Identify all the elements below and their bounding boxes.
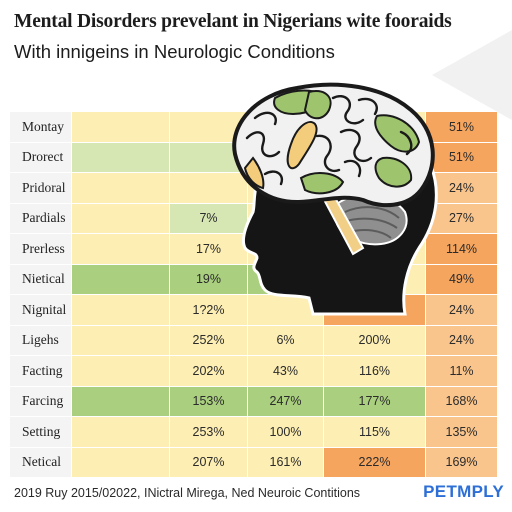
table-cell: 51% xyxy=(426,142,498,172)
table-cell: 115% xyxy=(324,417,426,447)
table-cell xyxy=(72,356,170,386)
table-cell: 153% xyxy=(170,386,248,416)
head-silhouette-brain-icon xyxy=(232,82,438,316)
table-cell xyxy=(72,325,170,355)
table-cell: 200% xyxy=(324,325,426,355)
table-cell xyxy=(72,386,170,416)
row-label: Pardials xyxy=(10,203,72,233)
row-label: Facting xyxy=(10,356,72,386)
corner-decoration xyxy=(432,30,512,120)
table-cell: 169% xyxy=(426,447,498,477)
table-cell: 24% xyxy=(426,173,498,203)
brand-logo: PETMPLY xyxy=(423,482,504,501)
table-cell: 43% xyxy=(248,356,324,386)
table-cell xyxy=(72,417,170,447)
table-cell: 7% xyxy=(170,203,248,233)
table-cell: 114% xyxy=(426,234,498,264)
table-cell xyxy=(72,295,170,325)
row-label: Nietical xyxy=(10,264,72,294)
table-cell xyxy=(72,264,170,294)
table-cell: 253% xyxy=(170,417,248,447)
row-label: Prerless xyxy=(10,234,72,264)
table-cell: 24% xyxy=(426,325,498,355)
table-cell: 161% xyxy=(248,447,324,477)
table-cell: 100% xyxy=(248,417,324,447)
table-cell xyxy=(72,112,170,142)
table-row: Netical 207% 161% 222% 169% xyxy=(10,447,498,478)
table-cell xyxy=(72,203,170,233)
row-label: Nignital xyxy=(10,295,72,325)
footer-source: 2019 Ruy 2015/02022, INictral Mirega, Ne… xyxy=(14,486,361,500)
table-cell xyxy=(72,234,170,264)
row-label: Drorect xyxy=(10,142,72,172)
table-cell: 24% xyxy=(426,295,498,325)
row-label: Ligehs xyxy=(10,325,72,355)
table-cell: 207% xyxy=(170,447,248,477)
row-label: Setting xyxy=(10,417,72,447)
table-cell: 27% xyxy=(426,203,498,233)
table-row: Setting 253% 100% 115% 135% xyxy=(10,417,498,448)
table-cell: 17% xyxy=(170,234,248,264)
table-cell: 247% xyxy=(248,386,324,416)
table-cell: 51% xyxy=(426,112,498,142)
table-cell: 222% xyxy=(324,447,426,477)
table-row: Farcing 153% 247% 177% 168% xyxy=(10,386,498,417)
table-row: Ligehs 252% 6% 200% 24% xyxy=(10,325,498,356)
row-label: Farcing xyxy=(10,386,72,416)
row-label: Netical xyxy=(10,447,72,477)
table-cell: 116% xyxy=(324,356,426,386)
table-row: Facting 202% 43% 116% 11% xyxy=(10,356,498,387)
page-subtitle: With innigeins in Neurologic Conditions xyxy=(14,41,335,62)
table-cell xyxy=(170,173,248,203)
table-cell: 168% xyxy=(426,386,498,416)
table-cell xyxy=(72,173,170,203)
table-cell xyxy=(72,142,170,172)
table-cell: 1?2% xyxy=(170,295,248,325)
page-title: Mental Disorders prevelant in Nigerians … xyxy=(14,11,452,32)
row-label: Pridoral xyxy=(10,173,72,203)
table-cell: 177% xyxy=(324,386,426,416)
table-cell: 6% xyxy=(248,325,324,355)
table-cell: 202% xyxy=(170,356,248,386)
table-cell xyxy=(72,447,170,477)
table-cell: 19% xyxy=(170,264,248,294)
table-cell: 49% xyxy=(426,264,498,294)
table-cell: 135% xyxy=(426,417,498,447)
table-cell: 252% xyxy=(170,325,248,355)
row-label: Montay xyxy=(10,112,72,142)
table-cell: 11% xyxy=(426,356,498,386)
